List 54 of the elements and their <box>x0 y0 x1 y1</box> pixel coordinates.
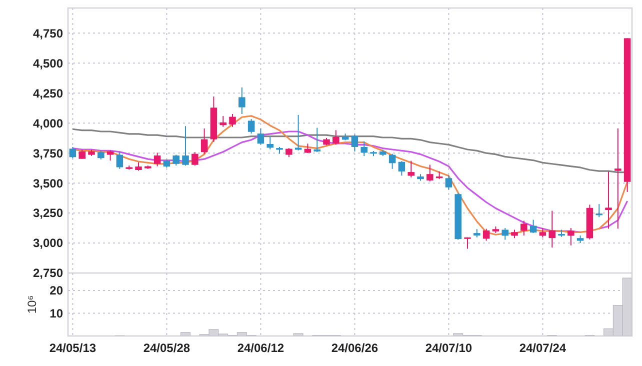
candlestick <box>266 136 274 150</box>
candlestick <box>568 228 574 246</box>
x-tick-label: 24/06/26 <box>331 341 378 355</box>
candlestick <box>332 130 340 146</box>
candlestick <box>539 228 546 238</box>
candlestick <box>238 86 246 114</box>
candlestick <box>360 140 368 157</box>
candlestick <box>78 149 86 160</box>
candlestick <box>69 146 76 159</box>
candlestick <box>294 114 302 151</box>
x-tick-label: 24/05/28 <box>143 341 190 355</box>
y-tick-label: 20 <box>50 284 64 298</box>
candlestick <box>220 116 226 128</box>
candlestick <box>426 164 434 182</box>
candlestick <box>408 160 414 178</box>
candlestick <box>502 228 508 240</box>
x-tick-label: 24/06/12 <box>237 341 284 355</box>
candlestick <box>520 220 528 236</box>
y-axis-title: 10⁶ <box>25 295 39 314</box>
candlestick <box>106 150 114 162</box>
candlestick <box>200 128 208 154</box>
candlestick <box>229 114 236 128</box>
y-tick-label: 4,750 <box>32 26 64 40</box>
candlestick <box>192 152 198 166</box>
x-tick-label: 24/05/13 <box>49 341 96 355</box>
y-tick-label: 4,500 <box>32 56 64 70</box>
candlestick <box>605 171 612 230</box>
y-tick-label: 4,250 <box>32 86 64 100</box>
y-tick-label: 3,250 <box>32 206 64 220</box>
candlestick <box>614 128 622 230</box>
y-tick-label: 2,750 <box>32 266 64 280</box>
candlestick <box>314 127 320 153</box>
candlestick <box>286 148 292 158</box>
candlestick <box>172 154 180 166</box>
candlestick <box>398 160 406 176</box>
y-tick-label: 3,500 <box>32 176 64 190</box>
candlestick <box>351 134 358 152</box>
candlestick <box>248 118 255 134</box>
candlestick <box>482 228 490 242</box>
candlestick <box>154 152 161 167</box>
candlestick <box>530 219 537 234</box>
candlestick <box>596 204 602 218</box>
candlestick <box>182 126 189 166</box>
x-tick-label: 24/07/10 <box>425 341 472 355</box>
candlestick <box>445 174 452 190</box>
candlestick <box>548 210 556 248</box>
candlestick <box>257 128 264 146</box>
x-tick-label: 24/07/24 <box>519 341 566 355</box>
y-tick-label: 3,750 <box>32 146 64 160</box>
y-tick-label: 10 <box>50 306 64 320</box>
candlestick <box>116 152 124 170</box>
y-tick-label: 4,000 <box>32 116 64 130</box>
y-tick-label: 3,000 <box>32 236 64 250</box>
candlestick <box>388 153 396 170</box>
